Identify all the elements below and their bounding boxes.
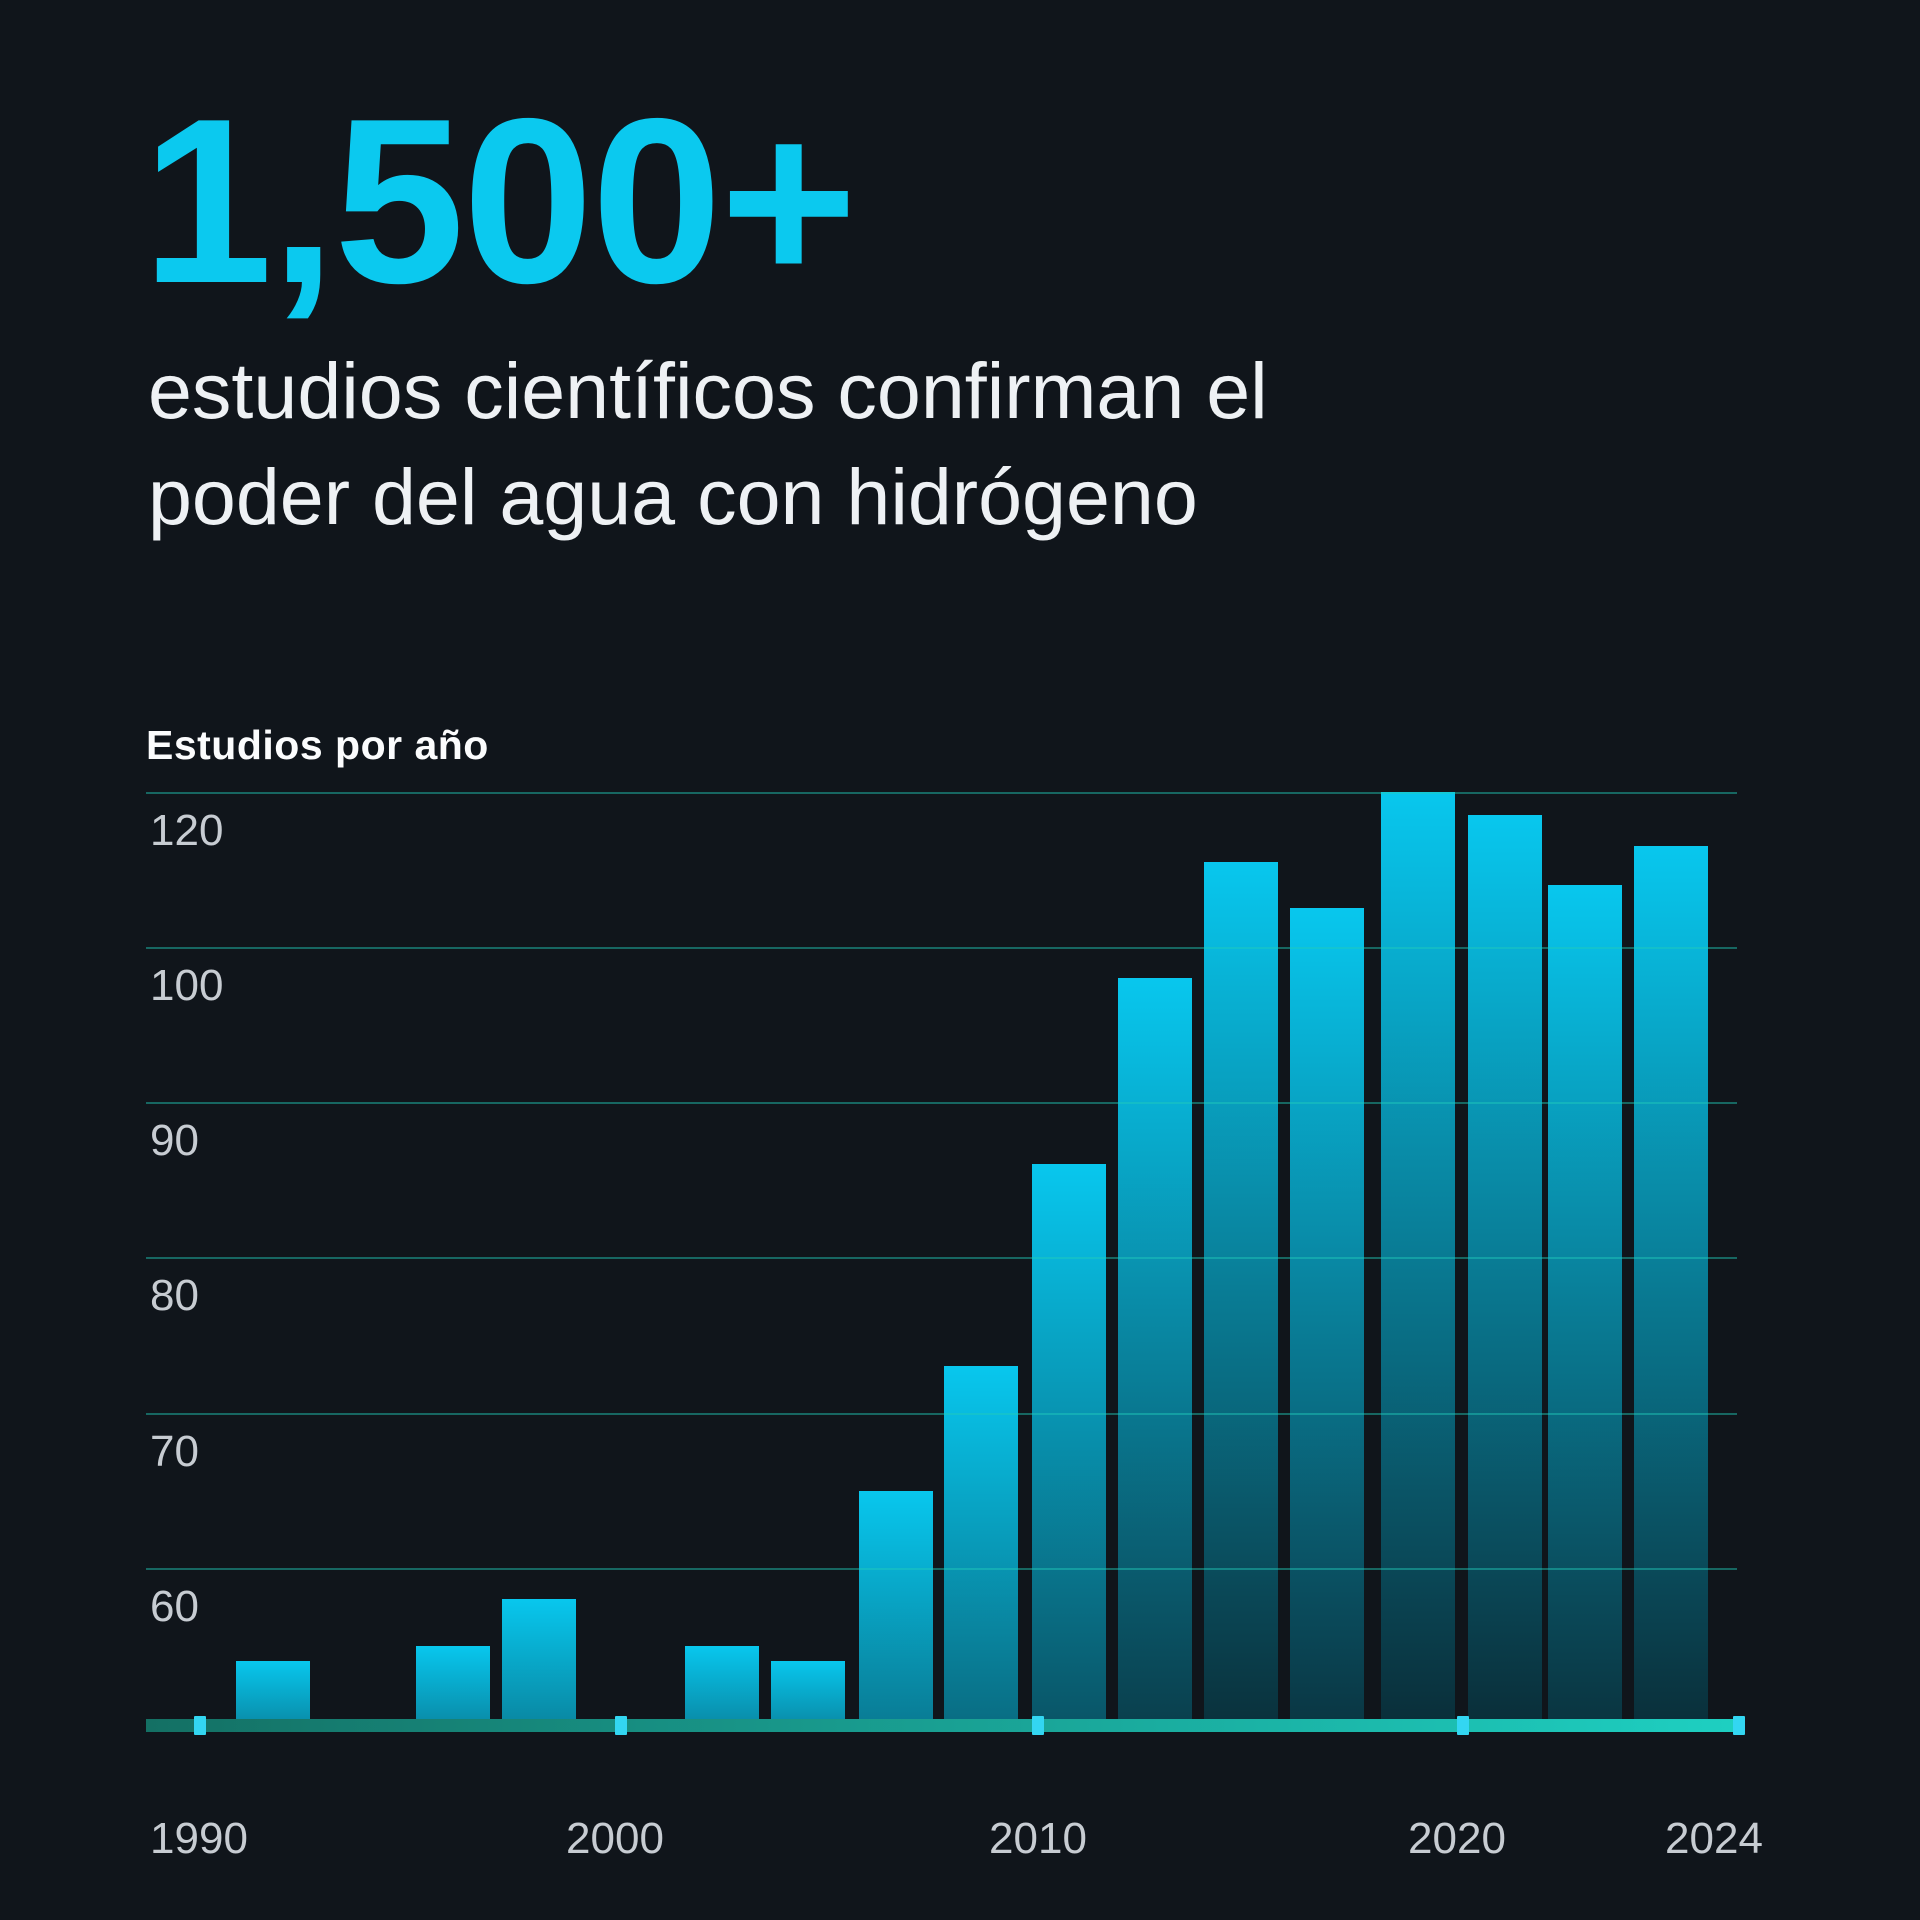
headline-stat: 1,500+ xyxy=(142,69,857,332)
gridline-80 xyxy=(146,1257,1737,1259)
x-axis-label-2010: 2010 xyxy=(989,1814,1087,1863)
x-axis-baseline xyxy=(146,1719,1745,1732)
x-tick-2010 xyxy=(1032,1716,1044,1735)
x-axis-label-2024: 2024 xyxy=(1665,1814,1763,1863)
x-tick-2024 xyxy=(1733,1716,1745,1735)
bar-2002 xyxy=(685,1646,759,1719)
gridline-70 xyxy=(146,1413,1737,1415)
bar-2010 xyxy=(1032,1164,1106,1719)
chart-title: Estudios por año xyxy=(146,722,489,768)
gridline-120 xyxy=(146,792,1737,794)
y-axis-label-120: 120 xyxy=(150,806,224,855)
x-axis-label-1990: 1990 xyxy=(150,1814,248,1863)
bar-2024 xyxy=(1634,846,1708,1719)
bar-1996 xyxy=(416,1646,490,1719)
y-axis-label-70: 70 xyxy=(150,1427,199,1476)
bar-1998 xyxy=(502,1599,576,1719)
y-axis-label-80: 80 xyxy=(150,1271,199,1320)
subtitle-line-1: estudios científicos confirman el xyxy=(148,346,1268,435)
bar-2016 xyxy=(1290,908,1364,1719)
x-axis-label-2020: 2020 xyxy=(1408,1814,1506,1863)
bar-2020 xyxy=(1468,815,1542,1719)
x-axis-label-2000: 2000 xyxy=(566,1814,664,1863)
bar-2006 xyxy=(859,1491,933,1719)
y-axis-label-60: 60 xyxy=(150,1582,199,1631)
y-axis-label-100: 100 xyxy=(150,961,224,1010)
x-tick-2000 xyxy=(615,1716,627,1735)
x-tick-2020 xyxy=(1457,1716,1469,1735)
x-tick-1990 xyxy=(194,1716,206,1735)
subtitle-line-2: poder del agua con hidrógeno xyxy=(148,451,1198,541)
gridline-90 xyxy=(146,1102,1737,1104)
subtitle: estudios científicos confirman el poder … xyxy=(148,338,1268,550)
bar-2018 xyxy=(1381,792,1455,1719)
bar-2008 xyxy=(944,1366,1018,1719)
y-axis-label-90: 90 xyxy=(150,1116,199,1165)
gridline-60 xyxy=(146,1568,1737,1570)
bar-2014 xyxy=(1204,862,1278,1719)
bar-1992 xyxy=(236,1661,310,1719)
bar-2012 xyxy=(1118,978,1192,1719)
bar-2022 xyxy=(1548,885,1622,1719)
gridline-100 xyxy=(146,947,1737,949)
bar-2004 xyxy=(771,1661,845,1719)
